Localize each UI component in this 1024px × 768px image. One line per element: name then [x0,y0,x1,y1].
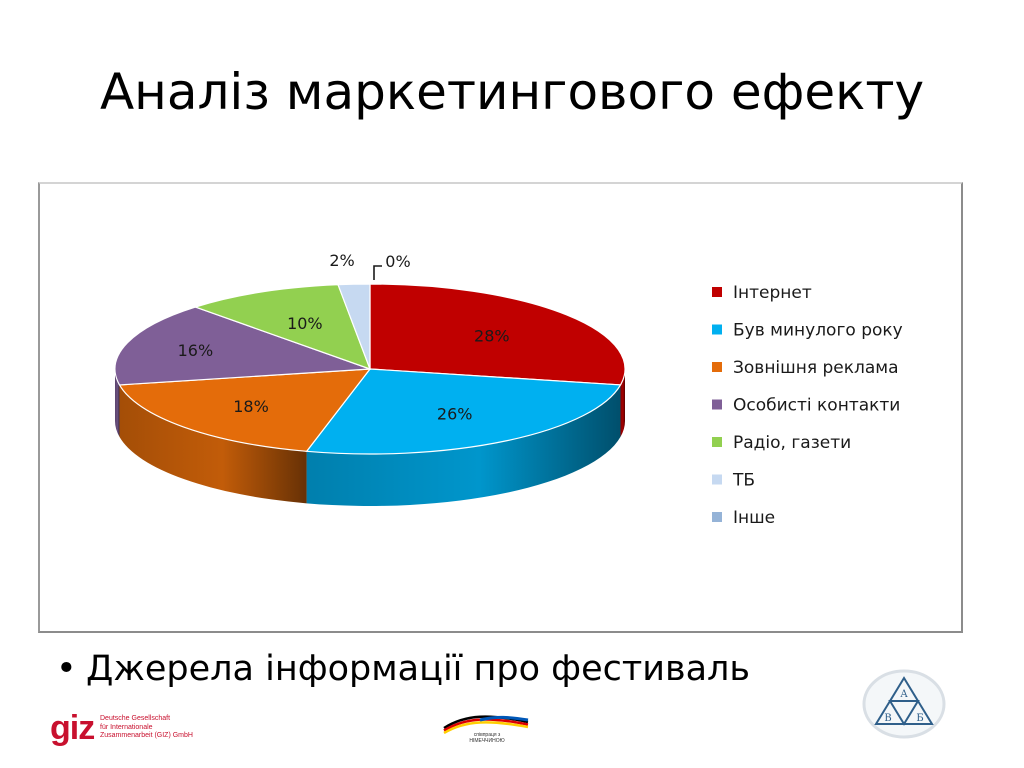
bullet-symbol: • [56,649,77,689]
cooperation-caption-line: співпраця з [473,732,501,738]
abv-letter-b: Б [916,713,923,724]
abv-letter-a: А [900,689,908,700]
data-label-тб: 2% [329,251,354,270]
bullet-point: • Джерела інформації про фестиваль [56,648,750,690]
legend-label-інше: Інше [733,508,775,528]
data-label-інтернет: 28% [474,326,510,345]
data-label-зовнішня-реклама: 18% [233,397,269,416]
pie-side-зовнішня-реклама [119,384,307,504]
cooperation-logo: співпраця з НІМЕЧЧИНОЮ [440,712,532,748]
giz-logo: giz Deutsche Gesellschaft für Internatio… [50,709,250,749]
legend-swatch-радіо-газети [712,437,722,447]
legend-label-інтернет: Інтернет [733,283,812,303]
giz-caption-line: Zusammenarbeit (GIZ) GmbH [100,732,193,739]
legend-swatch-був-минулого-року [712,324,722,335]
pie-slices [114,283,626,506]
legend-swatch-особисті-контакти [712,399,722,410]
data-label-інше: 0% [385,252,410,271]
pie-slice-радіо-газети [193,284,372,370]
legend-swatch-зовнішня-реклама [712,362,722,372]
pie-slice-тб [337,283,371,370]
giz-caption-line: für Internationale [100,723,153,731]
leader-line-інше [373,265,382,280]
legend-label-тб: ТБ [732,471,755,491]
slide-title: Аналіз маркетингового ефекту [99,63,925,121]
abv-letter-v: В [884,713,891,724]
data-label-радіо-газети: 10% [287,314,323,333]
giz-logo-mark: giz [50,709,95,747]
legend-label-особисті-контакти: Особисті контакти [733,396,900,416]
cooperation-caption: співпраця з НІМЕЧЧИНОЮ [448,732,526,744]
pie-slice-був-минулого-року [305,368,622,455]
pie-chart: 28% 26% 18% 16% 10% 2% 0% Інтернет Був минулого… [114,251,903,528]
data-label-був-минулого-року: 26% [437,404,473,423]
pie-side-був-минулого-року [306,384,621,506]
legend-label-радіо-газети: Радіо, газети [733,433,851,453]
data-label-особисті-контакти: 16% [178,341,214,360]
pie-slice-інтернет [369,283,626,386]
abv-logo: А В Б [862,669,946,739]
giz-caption-line: Deutsche Gesellschaft [100,715,171,722]
legend-swatch-тб [712,474,722,485]
giz-logo-caption: Deutsche Gesellschaft für Internationale… [100,715,193,741]
chart-frame: 28% 26% 18% 16% 10% 2% 0% Інтернет Був минулого… [38,182,963,633]
pie-side-інтернет [620,369,625,437]
pie-slice-особисті-контакти [114,306,371,386]
pie-side-особисті-контакти [115,369,120,437]
flag-wave-icon [443,715,529,735]
cooperation-caption-line: НІМЕЧЧИНОЮ [469,738,505,744]
legend-label-був-минулого-року: Був минулого року [733,321,903,341]
legend-swatch-інтернет [712,287,722,297]
pie-slice-зовнішня-реклама [118,368,372,452]
legend-label-зовнішня-реклама: Зовнішня реклама [733,358,899,378]
bullet-text: Джерела інформації про фестиваль [86,649,751,689]
chart-legend: Інтернет Був минулого року Зовнішня реклам… [712,283,903,528]
data-labels: 28% 26% 18% 16% 10% 2% 0% [178,251,510,424]
legend-swatch-інше [712,512,722,522]
